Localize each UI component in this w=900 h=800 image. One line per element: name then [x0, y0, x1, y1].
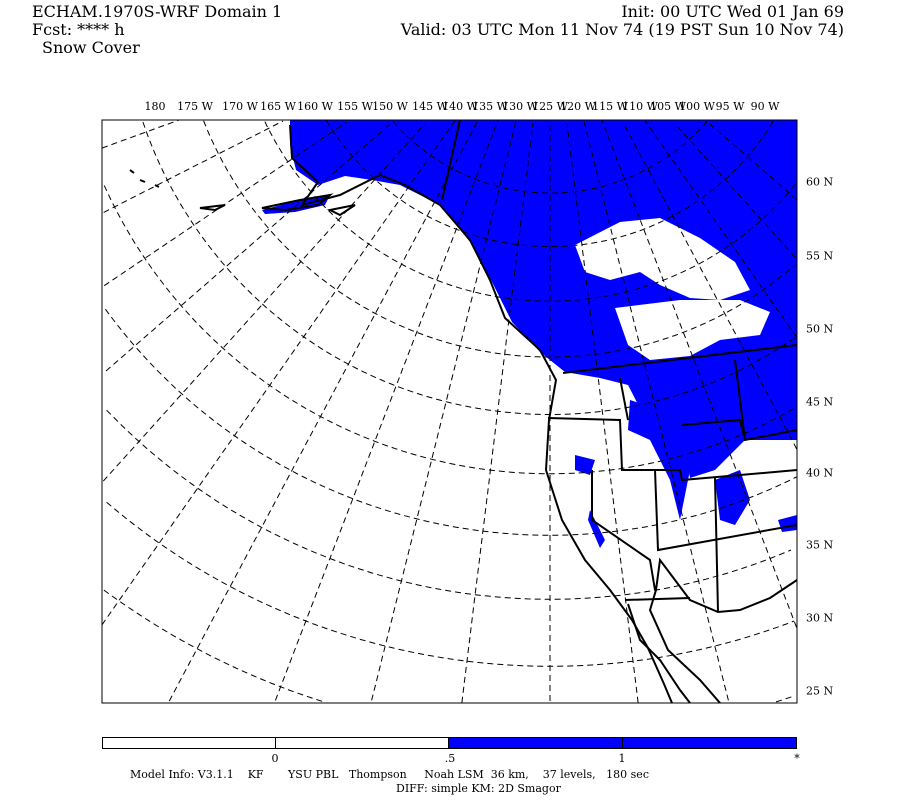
- snow-patch: [778, 515, 797, 532]
- longitude-label: 160 W: [297, 100, 333, 113]
- forecast-hour: Fcst: **** h: [32, 20, 125, 39]
- longitude-label: 130 W: [502, 100, 538, 113]
- longitude-line: [674, 123, 796, 258]
- colorbar-segment: [448, 737, 623, 749]
- latitude-label: 50 N: [806, 322, 834, 336]
- longitude-label: 155 W: [337, 100, 373, 113]
- longitude-line: [706, 121, 797, 201]
- longitude-line: [622, 121, 797, 450]
- snow-free-area: [550, 380, 655, 470]
- latitude-label: 55 N: [806, 249, 834, 263]
- longitude-line: [105, 121, 394, 372]
- longitude-line: [461, 123, 534, 703]
- latitude-line: [103, 589, 794, 703]
- snow-patch: [588, 510, 605, 548]
- field-name: Snow Cover: [42, 38, 140, 57]
- colorbar-label: 0: [271, 752, 279, 765]
- political-borders: [441, 120, 797, 613]
- latitude-label: 30 N: [806, 611, 834, 625]
- longitude-line: [274, 120, 499, 701]
- model-info: Model Info: V3.1.1 KF YSU PBL Thompson N…: [130, 768, 649, 781]
- init-time: Init: 00 UTC Wed 01 Jan 69: [621, 2, 844, 21]
- snow-patch: [715, 470, 750, 525]
- longitude-label: 95 W: [715, 100, 745, 113]
- longitude-label: 125 W: [532, 100, 568, 113]
- longitude-label: 170 W: [222, 100, 258, 113]
- longitude-line: [103, 120, 284, 213]
- longitude-line: [102, 123, 426, 482]
- longitude-line: [583, 120, 729, 701]
- longitude-label: 105 W: [650, 100, 686, 113]
- longitude-line: [102, 120, 180, 149]
- snow-region: [290, 120, 797, 478]
- longitude-label: 150 W: [372, 100, 408, 113]
- coastline-gulf: [648, 557, 797, 703]
- longitude-line: [102, 120, 456, 626]
- colorbar-label: *: [794, 752, 800, 765]
- latitude-label: 45 N: [806, 395, 834, 409]
- longitude-line: [644, 120, 797, 338]
- longitude-label: 115 W: [592, 100, 628, 113]
- longitude-label: 100 W: [679, 100, 715, 113]
- longitude-line: [103, 121, 347, 287]
- latitude-line: [264, 121, 797, 302]
- longitude-label: 145 W: [412, 100, 448, 113]
- longitude-line: [566, 123, 639, 703]
- longitude-label: 175 W: [177, 100, 213, 113]
- valid-time: Valid: 03 UTC Mon 11 Nov 74 (19 PST Sun …: [400, 20, 844, 39]
- colorbar-label: .5: [444, 752, 456, 765]
- latitude-line: [104, 308, 797, 536]
- snow-free-area: [615, 300, 770, 360]
- latitude-line: [106, 409, 792, 600]
- diff-info: DIFF: simple KM: 2D Smagor: [396, 782, 561, 795]
- latitude-label: 25 N: [806, 684, 834, 698]
- longitude-label: 120 W: [560, 100, 596, 113]
- coastline: [289, 124, 673, 703]
- latitude-line: [106, 501, 795, 667]
- alaska-islands: [129, 169, 356, 217]
- latitude-line: [142, 121, 797, 415]
- longitude-label: 135 W: [472, 100, 508, 113]
- latitude-label: 40 N: [806, 466, 834, 480]
- longitude-label: 110 W: [622, 100, 658, 113]
- colorbar-segment: [102, 737, 276, 749]
- map-frame: [101, 119, 798, 704]
- longitude-label: 90 W: [750, 100, 780, 113]
- colorbar-segment: [622, 737, 797, 749]
- longitude-label: 180: [144, 100, 166, 113]
- colorbar-segment: [275, 737, 449, 749]
- latitude-line: [203, 120, 796, 358]
- plot-title: ECHAM.1970S-WRF Domain 1: [32, 2, 283, 21]
- baja-peninsula: [627, 603, 691, 703]
- latitude-label: 35 N: [806, 538, 834, 552]
- snow-patch: [628, 400, 700, 520]
- snow-patch: [575, 455, 595, 475]
- longitude-line: [168, 121, 478, 702]
- latitude-line: [103, 185, 796, 475]
- longitude-line: [371, 120, 517, 701]
- longitude-label: 140 W: [442, 100, 478, 113]
- colorbar-label: 1: [618, 752, 626, 765]
- longitude-label: 165 W: [260, 100, 296, 113]
- latitude-label: 60 N: [806, 175, 834, 189]
